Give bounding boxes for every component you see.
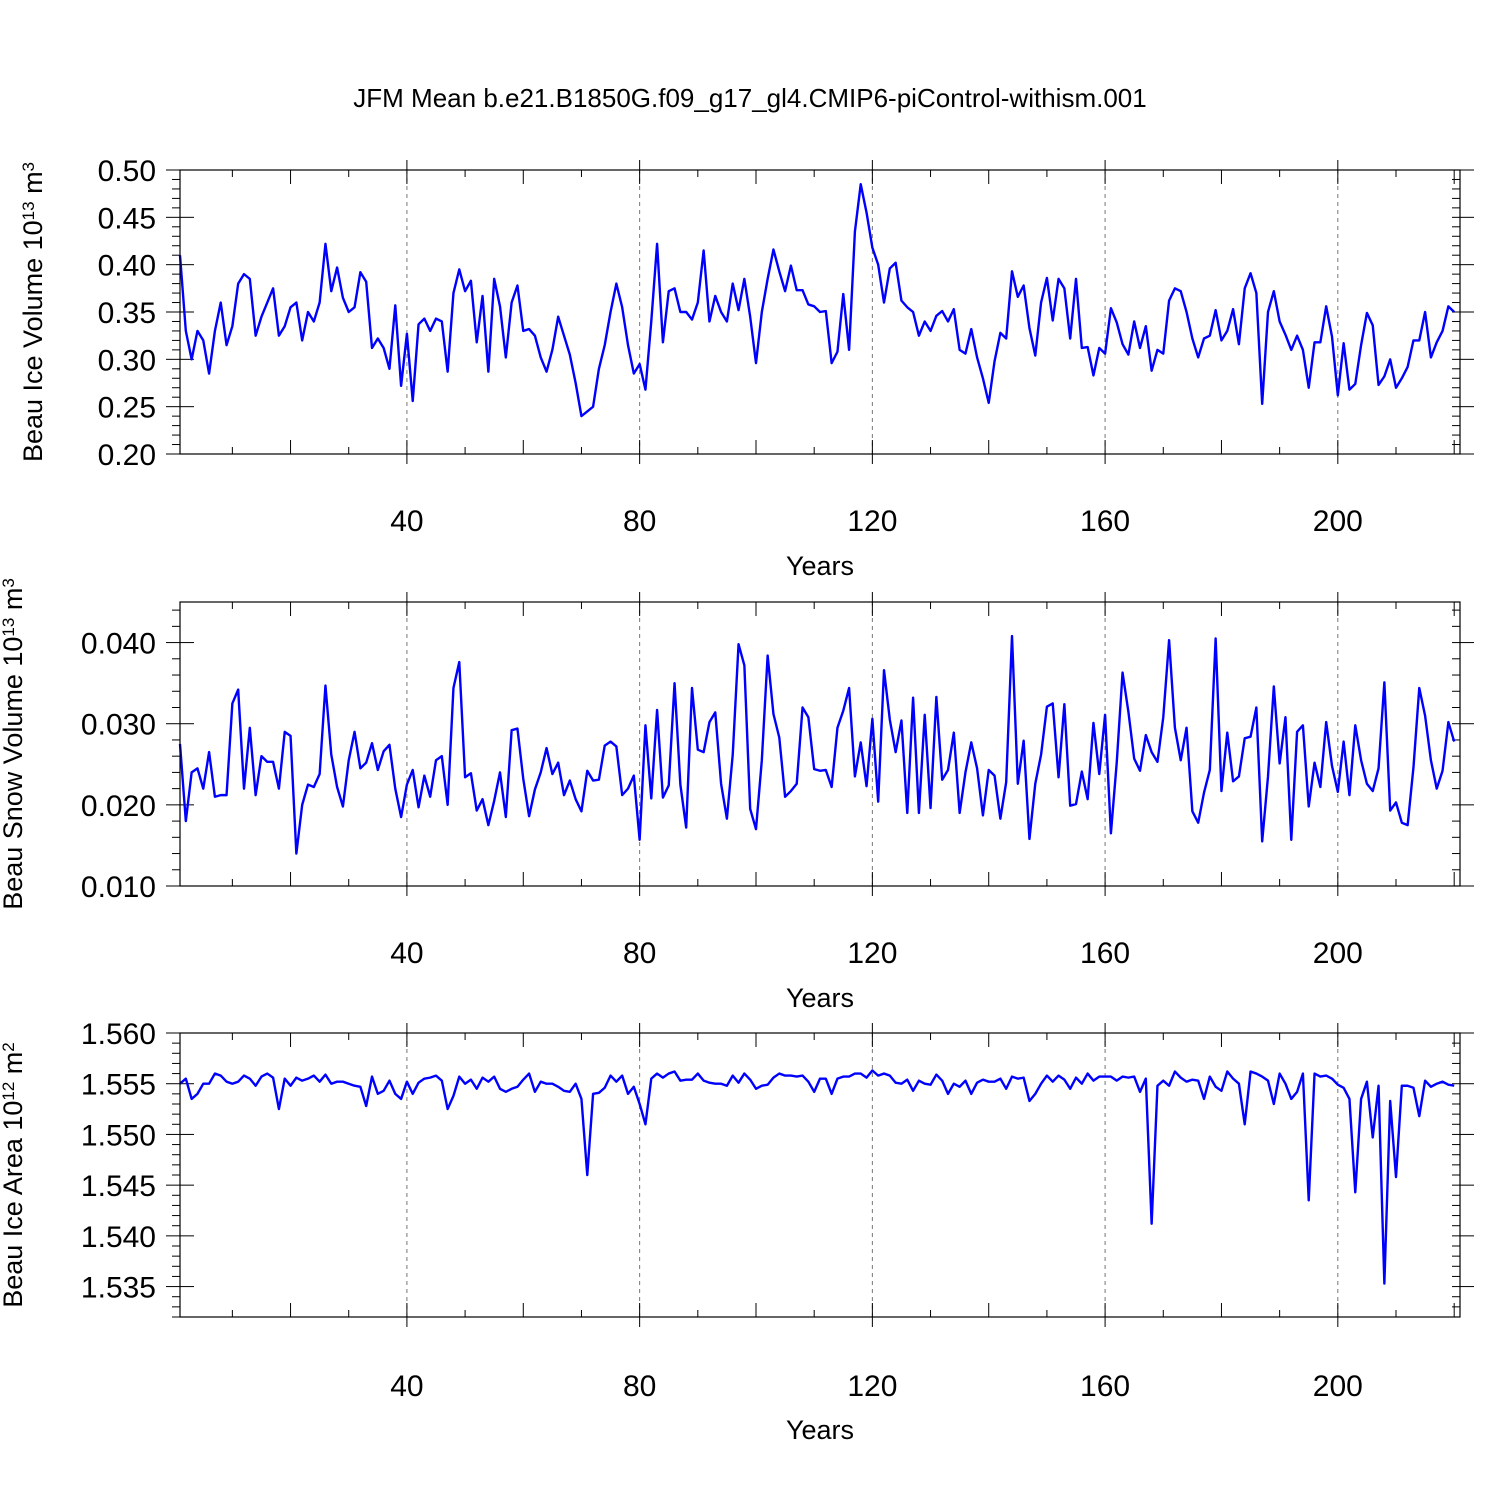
data-series-line [178, 182, 1456, 418]
y-axis-title: Beau Ice Volume 1013 m3 [18, 162, 48, 462]
y-axis-title-part: m [18, 171, 48, 201]
x-tick-label: 40 [390, 937, 423, 970]
y-axis-title-part: Beau Snow Volume 10 [0, 637, 28, 910]
x-tick-label: 40 [390, 1370, 423, 1403]
y-axis-title: Beau Snow Volume 1013 m3 [0, 578, 28, 910]
y-tick-label: 0.030 [81, 709, 156, 742]
x-axis-title: Years [786, 1415, 854, 1445]
y-axis-title-part: Beau Ice Volume 10 [18, 220, 48, 462]
y-axis-title-superscript: 3 [0, 578, 18, 587]
x-tick-label: 200 [1313, 1370, 1363, 1403]
x-tick-label: 80 [623, 937, 656, 970]
x-tick-label: 160 [1080, 505, 1130, 538]
data-series-line [178, 634, 1456, 855]
plot-frame [179, 1032, 1461, 1318]
y-tick-label: 0.20 [98, 439, 156, 472]
chart-panel-3: 1.535 1.540 1.545 1.550 1.555 1.560 40 80 120 160… [0, 1018, 1474, 1445]
plot-frame [179, 601, 1461, 887]
y-tick-label: 0.35 [98, 297, 156, 330]
x-tick-label: 200 [1313, 505, 1363, 538]
y-tick-label: 0.30 [98, 344, 156, 377]
data-series-line [179, 1069, 1455, 1285]
x-axis-title: Years [786, 983, 854, 1013]
y-axis-title-superscript: 3 [19, 162, 38, 171]
chart-panel-2: 0.010 0.020 0.030 0.040 40 80 120 160 200 Years Be… [0, 578, 1474, 1013]
y-axis-title-superscript: 12 [0, 1082, 18, 1101]
y-axis-title-superscript: 13 [19, 201, 38, 220]
figure-title: JFM Mean b.e21.B1850G.f09_g17_gl4.CMIP6-… [353, 83, 1146, 113]
chart-panel-1: 0.20 0.25 0.30 0.35 0.40 0.45 0.50 40 80 120 160 20… [18, 155, 1474, 581]
y-tick-label: 0.010 [81, 871, 156, 904]
x-tick-label: 120 [847, 1370, 897, 1403]
y-tick-label: 1.550 [81, 1119, 156, 1152]
y-axis-title-superscript: 13 [0, 618, 18, 637]
y-tick-label: 0.40 [98, 250, 156, 283]
y-axis-title-part: m [0, 588, 28, 618]
y-tick-label: 0.020 [81, 790, 156, 823]
y-axis-title-part: m [0, 1052, 28, 1082]
y-tick-label: 1.555 [81, 1069, 156, 1102]
y-axis-title: Beau Ice Area 1012 m2 [0, 1042, 28, 1308]
plot-frame [179, 169, 1461, 455]
y-tick-label: 0.45 [98, 202, 156, 235]
y-tick-label: 1.540 [81, 1221, 156, 1254]
y-tick-label: 1.560 [81, 1018, 156, 1051]
x-tick-label: 80 [623, 1370, 656, 1403]
x-tick-label: 40 [390, 505, 423, 538]
y-tick-label: 0.25 [98, 392, 156, 425]
y-tick-label: 1.535 [81, 1272, 156, 1305]
x-tick-label: 160 [1080, 1370, 1130, 1403]
y-tick-label: 0.040 [81, 628, 156, 661]
y-axis-title-superscript: 2 [0, 1042, 18, 1051]
y-axis-title-part: Beau Ice Area 10 [0, 1101, 28, 1308]
y-tick-label: 1.545 [81, 1170, 156, 1203]
x-tick-label: 160 [1080, 937, 1130, 970]
x-axis-title: Years [786, 551, 854, 581]
y-tick-label: 0.50 [98, 155, 156, 188]
x-tick-label: 200 [1313, 937, 1363, 970]
x-tick-label: 80 [623, 505, 656, 538]
x-tick-label: 120 [847, 937, 897, 970]
x-tick-label: 120 [847, 505, 897, 538]
